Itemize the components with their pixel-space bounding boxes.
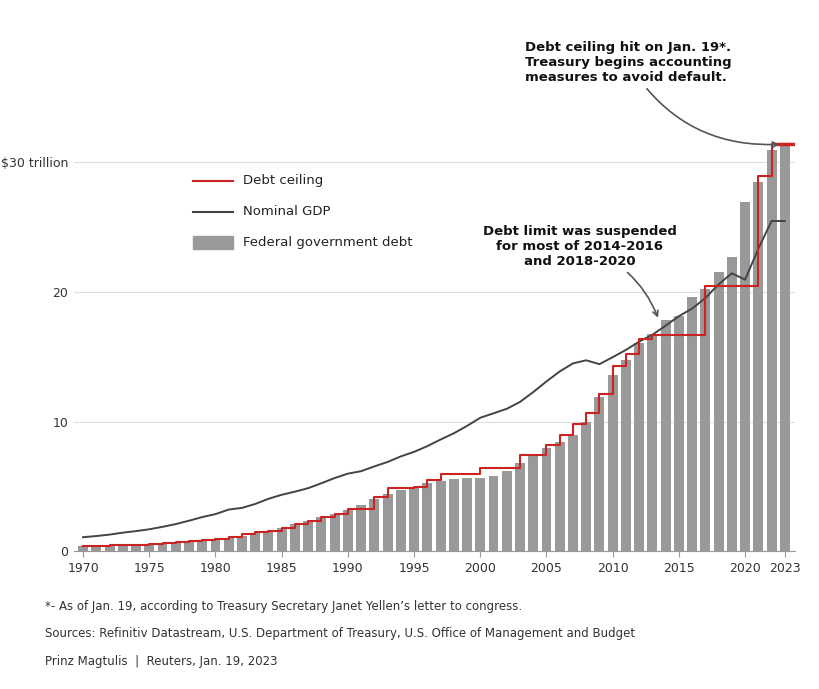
Bar: [514, 463, 524, 551]
Bar: [237, 537, 247, 551]
Bar: [686, 298, 696, 551]
Bar: [210, 539, 220, 551]
Bar: [713, 272, 722, 551]
Bar: [192, 236, 233, 249]
Bar: [527, 455, 537, 551]
Bar: [779, 144, 789, 551]
Text: Prinz Magtulis  |  Reuters, Jan. 19, 2023: Prinz Magtulis | Reuters, Jan. 19, 2023: [45, 655, 278, 668]
Bar: [303, 521, 313, 551]
Bar: [118, 545, 128, 551]
Bar: [740, 202, 749, 551]
Bar: [290, 524, 300, 551]
Bar: [647, 334, 657, 551]
Bar: [488, 476, 498, 551]
Bar: [607, 376, 617, 551]
Bar: [726, 256, 736, 551]
Text: Debt ceiling hit on Jan. 19*.
Treasury begins accounting
measures to avoid defau: Debt ceiling hit on Jan. 19*. Treasury b…: [524, 41, 776, 147]
Bar: [541, 449, 550, 551]
Bar: [105, 546, 115, 551]
Bar: [78, 546, 88, 551]
Text: Debt ceiling: Debt ceiling: [243, 174, 324, 187]
Bar: [355, 504, 365, 551]
Bar: [197, 540, 207, 551]
Bar: [342, 510, 352, 551]
Bar: [475, 477, 485, 551]
Bar: [699, 289, 709, 551]
Bar: [144, 544, 154, 551]
Bar: [131, 545, 141, 551]
Bar: [382, 494, 392, 551]
Bar: [435, 481, 445, 551]
Bar: [224, 538, 233, 551]
Bar: [170, 542, 180, 551]
Bar: [673, 316, 683, 551]
Bar: [263, 531, 273, 551]
Bar: [396, 491, 405, 551]
Bar: [568, 435, 577, 551]
Bar: [316, 517, 326, 551]
Text: Debt limit was suspended
for most of 2014-2016
and 2018-2020: Debt limit was suspended for most of 201…: [482, 225, 676, 316]
Bar: [581, 422, 590, 551]
Text: Nominal GDP: Nominal GDP: [243, 205, 331, 218]
Bar: [448, 480, 458, 551]
Bar: [462, 478, 472, 551]
Bar: [91, 546, 102, 551]
Bar: [369, 500, 379, 551]
Bar: [276, 528, 287, 551]
Text: Sources: Refinitiv Datastream, U.S. Department of Treasury, U.S. Office of Manag: Sources: Refinitiv Datastream, U.S. Depa…: [45, 627, 635, 640]
Bar: [554, 442, 564, 551]
Bar: [183, 541, 194, 551]
Text: *- As of Jan. 19, according to Treasury Secretary Janet Yellen’s letter to congr: *- As of Jan. 19, according to Treasury …: [45, 599, 522, 613]
Bar: [620, 360, 630, 551]
Bar: [660, 320, 670, 551]
Text: Federal government debt: Federal government debt: [243, 236, 413, 249]
Bar: [594, 397, 604, 551]
Bar: [422, 484, 432, 551]
Bar: [157, 543, 167, 551]
Bar: [633, 343, 644, 551]
Bar: [501, 471, 511, 551]
Bar: [409, 486, 419, 551]
Bar: [250, 533, 260, 551]
Bar: [329, 514, 339, 551]
Bar: [753, 183, 762, 551]
Bar: [766, 150, 776, 551]
